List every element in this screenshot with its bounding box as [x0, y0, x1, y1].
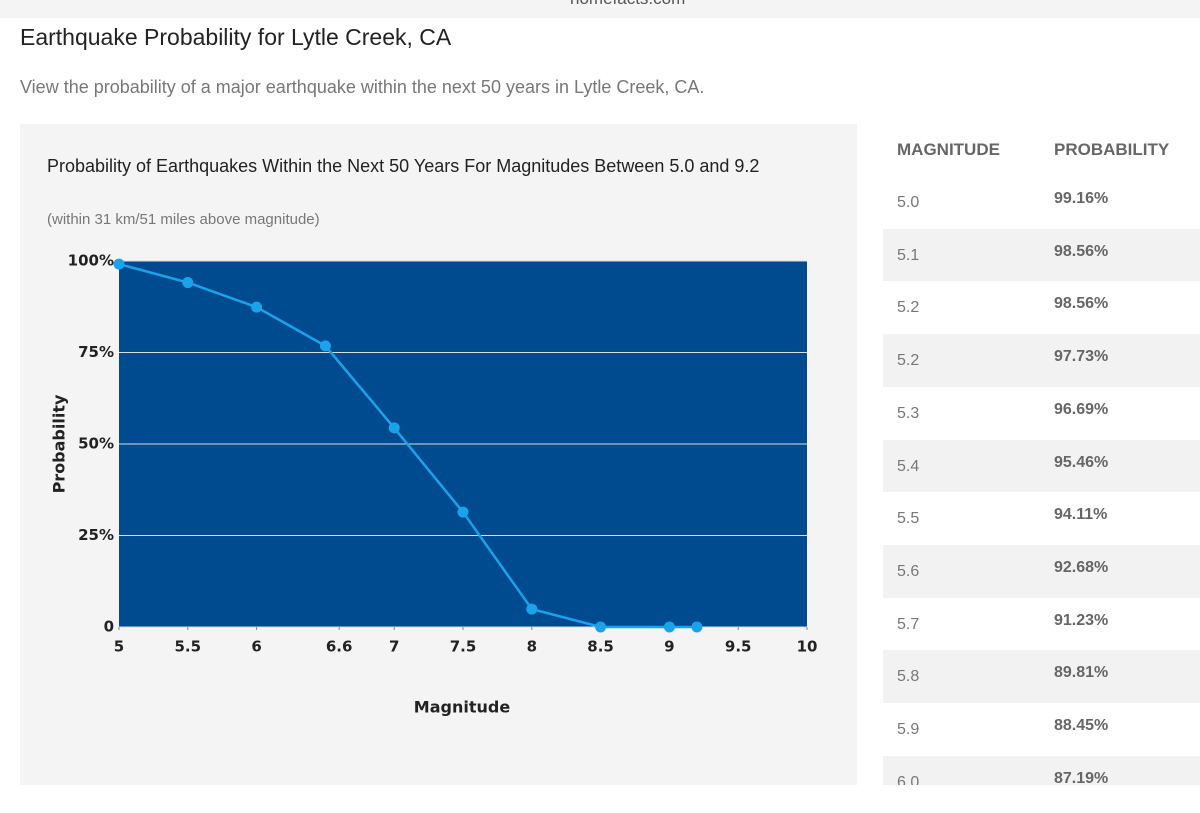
chart: 0 25% 50% 75% 100% 5 5.5 6 6.6 7 7.5 8 8.5 9 9.5 10 Magn…	[50, 252, 818, 717]
probability-cell: 95.46%	[1054, 453, 1109, 471]
x-axis-label: Magnitude	[414, 698, 511, 717]
magnitude-cell: 5.7	[897, 615, 920, 633]
probability-cell: 99.16%	[1054, 190, 1109, 207]
x-tick-label: 7.5	[450, 638, 477, 656]
probability-cell: 89.81%	[1054, 664, 1109, 682]
x-tick-label: 9.5	[725, 638, 752, 656]
point	[319, 340, 331, 352]
chart-title: Probability of Earthquakes Within the Ne…	[47, 156, 760, 176]
column-header: MAGNITUDE	[897, 140, 1000, 159]
magnitude-cell: 5.5	[897, 510, 920, 528]
probability-cell: 88.45%	[1054, 717, 1109, 734]
table-row: 5.3 96.69%	[883, 386, 1200, 440]
y-axis-label: Probability	[50, 394, 69, 493]
y-tick-label: 0	[104, 618, 114, 636]
probability-cell: 97.73%	[1054, 348, 1109, 366]
magnitude-cell: 5.1	[897, 246, 920, 264]
magnitude-cell: 5.2	[897, 352, 920, 370]
y-tick-label: 75%	[78, 343, 114, 361]
line	[118, 262, 697, 629]
x-tick-label: 7	[389, 638, 399, 656]
point	[595, 621, 607, 633]
magnitude-cell: 5.2	[897, 299, 920, 317]
probability-cell: 87.19%	[1054, 769, 1109, 785]
y-tick-label: 100%	[68, 252, 114, 270]
magnitude-cell: 6.0	[897, 773, 920, 785]
magnitude-cell: 5.8	[897, 668, 920, 686]
x-tick-label: 8.5	[587, 638, 614, 656]
table-row: 6.0 87.19%	[883, 755, 1200, 785]
point	[388, 422, 400, 434]
table-row: 5.9 88.45%	[883, 703, 1200, 756]
site-name: homefacts.com	[570, 0, 685, 9]
x-tick-label: 9	[664, 638, 674, 656]
x-tick-label: 6	[251, 638, 261, 656]
magnitude-cell: 5.4	[897, 457, 920, 475]
table-row: 5.5 94.11%	[883, 492, 1200, 546]
probability-cell: 98.56%	[1054, 242, 1109, 260]
table-row: 5.1 98.56%	[883, 228, 1200, 282]
table-row: 5.2 98.56%	[883, 281, 1200, 335]
magnitude-cell: 5.9	[897, 721, 920, 738]
probability-cell: 91.23%	[1054, 611, 1109, 629]
probability-table: MAGNITUDE PROBABILITY 5.0 99.16% 5.1 98.56% 5.…	[883, 124, 1200, 785]
y-tick-label: 25%	[78, 526, 114, 544]
x-tick-label: 10	[797, 638, 818, 656]
point	[251, 301, 263, 313]
probability-cell: 94.11%	[1054, 506, 1108, 524]
x-tick-label: 5	[114, 638, 124, 656]
point	[663, 621, 675, 633]
point	[691, 621, 703, 633]
x-tick-label: 6.6	[326, 638, 353, 656]
table-row: 5.7 91.23%	[883, 597, 1200, 651]
probability-cell: 98.56%	[1054, 295, 1109, 313]
table-row: 5.4 95.46%	[883, 439, 1200, 493]
page-title: Earthquake Probability for Lytle Creek, …	[20, 24, 452, 50]
chart-subtitle: (within 31 km/51 miles above magnitude)	[47, 211, 320, 228]
probability-cell: 92.68%	[1054, 558, 1109, 576]
x-tick-label: 5.5	[175, 638, 202, 656]
table-row: 5.2 97.73%	[883, 334, 1200, 388]
table-row: 5.0 99.16%	[883, 176, 1200, 229]
point	[182, 277, 194, 289]
x-tick-label: 8	[527, 638, 537, 656]
probability-cell: 96.69%	[1054, 400, 1109, 418]
magnitude-cell: 5.0	[897, 194, 920, 211]
magnitude-cell: 5.6	[897, 562, 920, 580]
column-header: PROBABILITY	[1054, 140, 1170, 159]
site-bar: homefacts.com	[0, 0, 1200, 18]
magnitude-cell: 5.3	[897, 404, 920, 422]
chart-panel: Probability of Earthquakes Within the Ne…	[20, 124, 857, 785]
point	[457, 506, 469, 518]
table-row: 5.6 92.68%	[883, 544, 1200, 598]
point	[113, 258, 125, 270]
y-tick-label: 50%	[78, 435, 114, 453]
page-subtitle: View the probability of a major earthqua…	[20, 77, 705, 97]
table-row: 5.8 89.81%	[883, 650, 1200, 704]
point	[526, 603, 538, 615]
